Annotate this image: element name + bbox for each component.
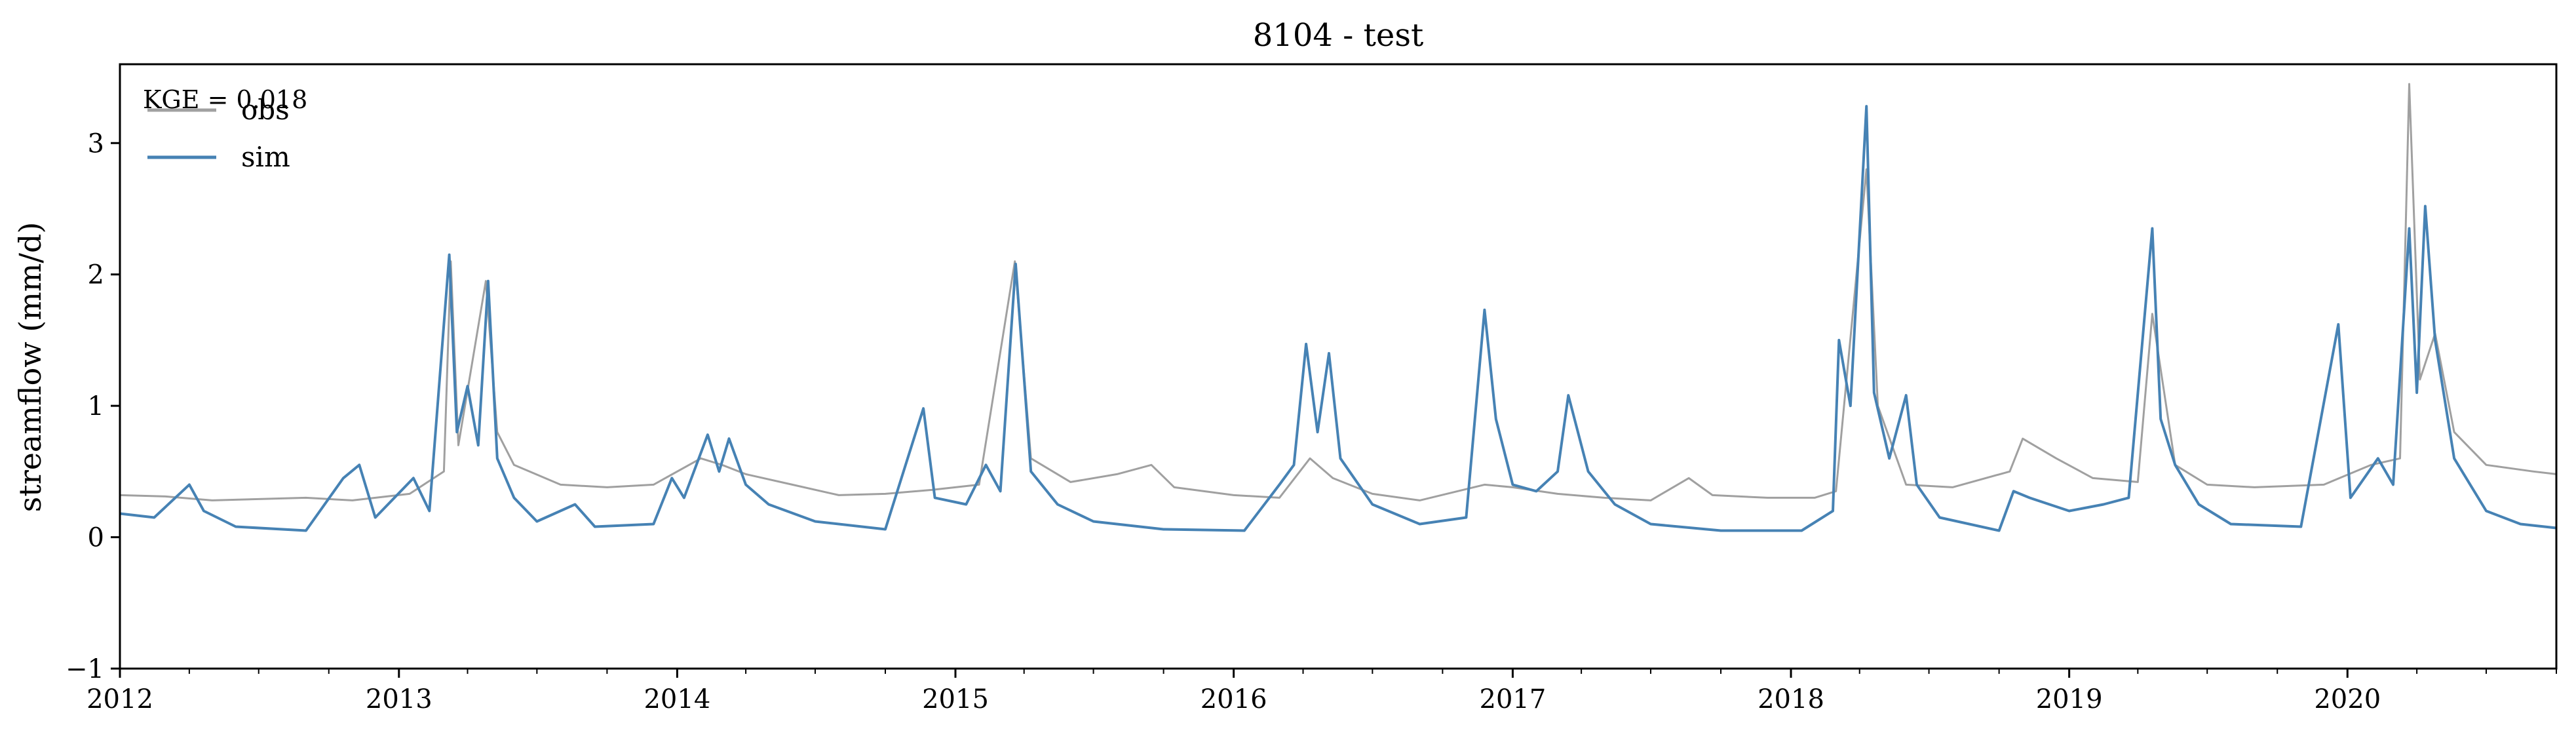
series-layer — [119, 83, 2557, 532]
y-tick-label-3: 3 — [88, 128, 104, 159]
y-tick-label--1: −1 — [66, 654, 104, 684]
x-tick-label-2018: 2018 — [1758, 684, 1824, 714]
y-tick-label-2: 2 — [88, 260, 104, 290]
y-tick-label-1: 1 — [88, 391, 104, 421]
y-axis-label: streamflow (mm/d) — [12, 222, 48, 513]
chart-title: 8104 - test — [1253, 17, 1424, 54]
series-line-sim — [119, 105, 2557, 532]
x-tick-label-2012: 2012 — [87, 684, 153, 714]
y-tick-label-0: 0 — [88, 523, 104, 553]
legend-obs-label: obs — [241, 94, 290, 126]
kge-annotation: KGE = 0.018 — [143, 85, 307, 114]
x-tick-label-2016: 2016 — [1201, 684, 1267, 714]
x-tick-label-2015: 2015 — [922, 684, 989, 714]
series-line-obs — [119, 83, 2557, 501]
x-tick-label-2014: 2014 — [644, 684, 710, 714]
x-tick-label-2013: 2013 — [366, 684, 433, 714]
ticks-layer: 2012 2013 2014 2015 2016 2017 2018 2019 2020 −1 0 1… — [66, 128, 2557, 714]
legend-sim-label: sim — [241, 141, 290, 173]
x-tick-label-2019: 2019 — [2036, 684, 2103, 714]
plot-frame — [119, 63, 2558, 670]
legend: obs sim — [147, 94, 290, 173]
x-tick-label-2020: 2020 — [2314, 684, 2381, 714]
x-tick-label-2017: 2017 — [1480, 684, 1547, 714]
